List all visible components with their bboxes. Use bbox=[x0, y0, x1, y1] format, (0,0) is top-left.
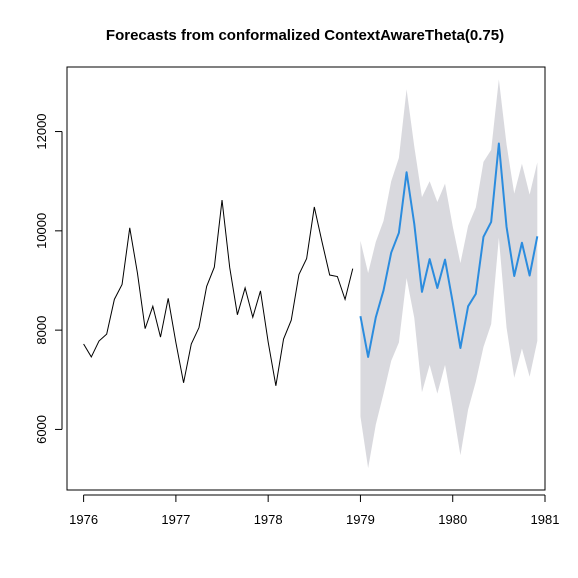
history-line bbox=[83, 200, 354, 386]
y-tick-label: 8000 bbox=[34, 316, 49, 345]
x-tick-label: 1981 bbox=[531, 512, 560, 527]
x-tick-label: 1978 bbox=[254, 512, 283, 527]
y-tick-label: 6000 bbox=[34, 415, 49, 444]
chart-title: Forecasts from conformalized ContextAwar… bbox=[106, 27, 504, 44]
x-tick-label: 1977 bbox=[161, 512, 190, 527]
x-axis: 1976 1977 1978 1979 1980 1981 bbox=[69, 494, 560, 527]
x-tick-label: 1980 bbox=[438, 512, 467, 527]
y-axis: 6000 8000 10000 12000 bbox=[34, 113, 63, 444]
plot-frame bbox=[66, 66, 546, 491]
y-tick-label: 10000 bbox=[34, 213, 49, 249]
forecast-mean-line bbox=[359, 142, 539, 358]
y-tick-label: 12000 bbox=[34, 113, 49, 149]
history-series-layer bbox=[83, 200, 354, 386]
x-tick-label: 1979 bbox=[346, 512, 375, 527]
prediction-interval-band bbox=[360, 79, 538, 469]
x-tick-label: 1976 bbox=[69, 512, 98, 527]
prediction-interval-layer bbox=[360, 79, 538, 469]
forecast-series-layer bbox=[359, 142, 539, 358]
